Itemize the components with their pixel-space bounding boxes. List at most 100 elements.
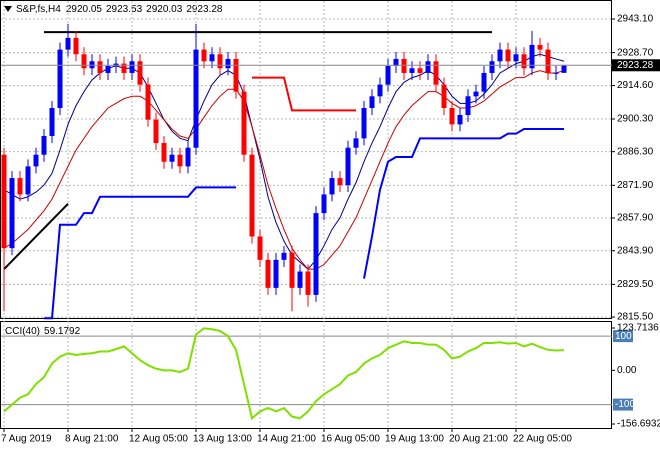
candle-body	[529, 44, 535, 69]
candle-body	[249, 154, 255, 237]
y-tick-label: 2829.50	[617, 279, 654, 290]
candle-body	[217, 54, 223, 69]
main-panel	[0, 0, 612, 319]
candle-body	[473, 91, 479, 97]
low: 2920.03	[146, 4, 183, 15]
candle-body	[25, 166, 31, 195]
candle-body	[361, 107, 367, 139]
level-box	[613, 398, 633, 411]
level-label: -100	[615, 399, 635, 410]
candle-body	[241, 91, 247, 155]
x-tick-label: 7 Aug 2019	[1, 434, 52, 445]
x-tick-label: 16 Aug 05:00	[321, 434, 380, 445]
candle-body	[441, 84, 447, 108]
level-box	[613, 330, 633, 343]
candle-body	[345, 147, 351, 186]
candle-body	[233, 58, 239, 92]
candle-body	[89, 61, 95, 69]
candle-body	[497, 49, 503, 62]
candle-body	[177, 154, 183, 167]
candle-body	[113, 63, 119, 66]
y-tick-label: 2914.60	[617, 80, 654, 91]
y-tick-label: 2871.90	[617, 180, 654, 191]
level-label: 100	[615, 331, 632, 342]
y-tick-label: 2815.50	[617, 312, 654, 323]
cci-panel	[0, 321, 612, 429]
indicator-line	[252, 76, 356, 112]
candle-body	[369, 96, 375, 108]
candle-body	[513, 54, 519, 62]
candle-body	[401, 58, 407, 73]
indicator-line	[3, 70, 565, 270]
candle-body	[161, 143, 167, 162]
candle-body	[465, 96, 471, 115]
candle-body	[201, 49, 207, 62]
menu-arrow[interactable]	[4, 6, 12, 12]
cci-title: CCI(40)	[5, 326, 40, 337]
cci-line	[3, 327, 565, 421]
candle-body	[409, 68, 415, 73]
candle-body	[353, 138, 359, 148]
candle-body	[305, 271, 311, 295]
candle-body	[169, 154, 175, 162]
x-tick-label: 20 Aug 21:00	[449, 434, 508, 445]
candle-body	[129, 61, 135, 73]
y-tick-label: 2943.10	[617, 14, 654, 25]
candle-body	[337, 178, 343, 186]
candle-body	[137, 61, 143, 85]
candle-body	[65, 37, 71, 50]
close: 2923.28	[186, 4, 223, 15]
candle-body	[289, 252, 295, 288]
last-price-label: 2923.28	[617, 60, 654, 71]
candle-body	[505, 49, 511, 62]
candle-body	[257, 236, 263, 260]
x-tick-label: 13 Aug 13:00	[193, 434, 252, 445]
candle-body	[537, 44, 543, 50]
candle-body	[225, 58, 231, 69]
candle-body	[417, 68, 423, 73]
candle-body	[457, 114, 463, 125]
candle-body	[329, 178, 335, 195]
candle-body	[297, 271, 303, 288]
cci-header: CCI(40) 59.1792	[5, 326, 81, 337]
candle-body	[545, 49, 551, 73]
candle-body	[281, 252, 287, 260]
high: 2923.53	[106, 4, 143, 15]
indicator-line	[3, 53, 565, 270]
candle-body	[377, 84, 383, 97]
y-tick-label: 2857.90	[617, 213, 654, 224]
x-tick-label: 14 Aug 21:00	[257, 434, 316, 445]
candle-body	[193, 49, 199, 148]
symbol: S&P,fs,H4	[16, 4, 61, 15]
x-tick-label: 19 Aug 13:00	[385, 434, 444, 445]
candle-body	[561, 65, 567, 73]
candle-body	[433, 61, 439, 85]
candle-body	[185, 147, 191, 167]
candle-body	[553, 72, 559, 74]
y-tick-label: 2900.30	[617, 114, 654, 125]
candle-body	[57, 49, 63, 108]
y-tick-label: 0.00	[617, 365, 637, 376]
open: 2920.05	[66, 4, 103, 15]
candle-body	[393, 58, 399, 66]
candle-body	[81, 54, 87, 69]
indicator-line	[44, 128, 564, 320]
candle-body	[49, 107, 55, 137]
candle-body	[145, 84, 151, 120]
candle-body	[153, 119, 159, 144]
trendline	[3, 203, 69, 270]
candle-body	[105, 65, 111, 73]
cci-value: 59.1792	[44, 326, 81, 337]
candle-body	[313, 213, 319, 295]
x-tick-label: 8 Aug 21:00	[65, 434, 119, 445]
candle-body	[425, 61, 431, 73]
candle-body	[449, 107, 455, 125]
candle-body	[17, 178, 23, 195]
x-tick-label: 12 Aug 05:00	[129, 434, 188, 445]
candle-body	[521, 54, 527, 69]
candle-body	[385, 65, 391, 85]
candle-body	[1, 154, 7, 249]
y-tick-label: 2843.90	[617, 245, 654, 256]
candle-body	[321, 194, 327, 214]
